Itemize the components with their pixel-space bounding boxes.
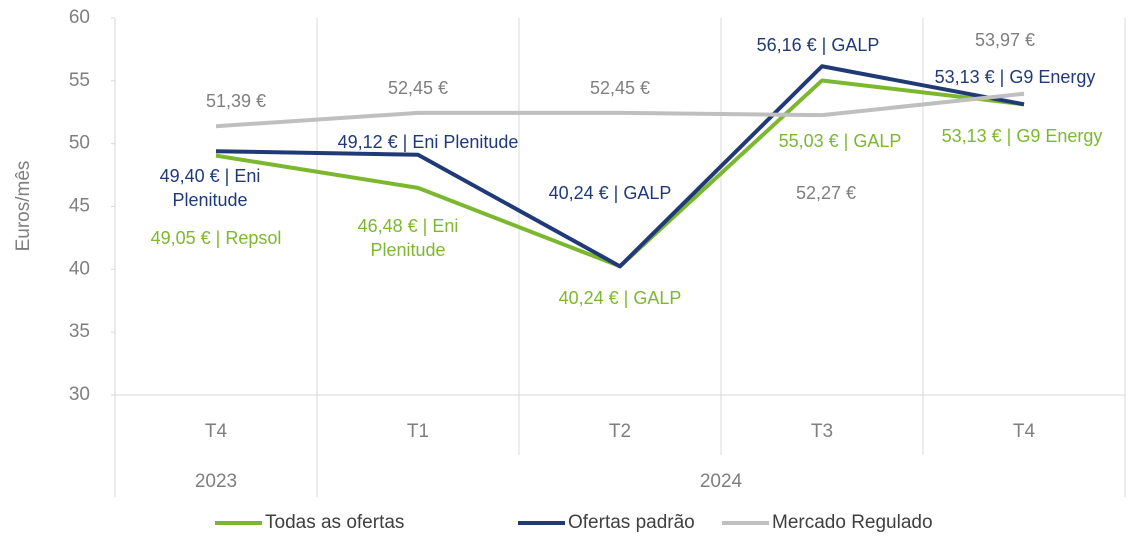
legend-label: Ofertas padrão [568, 512, 695, 533]
series-line [215, 64, 1025, 269]
data-label: 56,16 € | GALP [756, 35, 880, 55]
data-label: 52,45 € [387, 78, 449, 98]
series-line [215, 91, 1025, 129]
data-label: 51,39 € [205, 91, 267, 111]
data-label: 49,40 € | Eni Plenitude [159, 166, 261, 210]
y-tick-label: 40 [69, 258, 90, 279]
x-tick-label: T4 [1013, 421, 1036, 442]
data-label: 53,13 € | G9 Energy [941, 126, 1103, 146]
x-tick-label: T3 [811, 421, 833, 442]
group-label: 2024 [700, 471, 743, 492]
x-tick-label: T1 [407, 421, 429, 442]
y-axis-title: Euros/mês [13, 161, 34, 252]
data-label: 52,27 € [795, 183, 857, 203]
data-label: 49,05 € | Repsol [150, 228, 282, 248]
y-tick-label: 55 [69, 70, 90, 91]
data-label: 46,48 € | Eni Plenitude [357, 216, 459, 260]
legend-label: Todas as ofertas [265, 512, 404, 533]
data-label: 40,24 € | GALP [558, 288, 682, 308]
y-tick-label: 60 [69, 7, 90, 28]
legend-label: Mercado Regulado [772, 512, 933, 533]
data-label: 40,24 € | GALP [548, 183, 672, 203]
y-tick-label: 45 [69, 196, 90, 217]
data-label: 52,45 € [589, 78, 651, 98]
y-tick-label: 35 [69, 321, 90, 342]
x-tick-label: T4 [205, 421, 228, 442]
y-tick-label: 50 [69, 133, 90, 154]
data-label: 53,13 € | G9 Energy [934, 67, 1096, 87]
data-label: 49,12 € | Eni Plenitude [337, 132, 519, 152]
x-tick-label: T2 [609, 421, 631, 442]
y-tick-label: 30 [69, 384, 90, 405]
group-label: 2023 [195, 471, 237, 492]
data-label: 55,03 € | GALP [778, 131, 902, 151]
data-label: 53,97 € [974, 30, 1036, 50]
